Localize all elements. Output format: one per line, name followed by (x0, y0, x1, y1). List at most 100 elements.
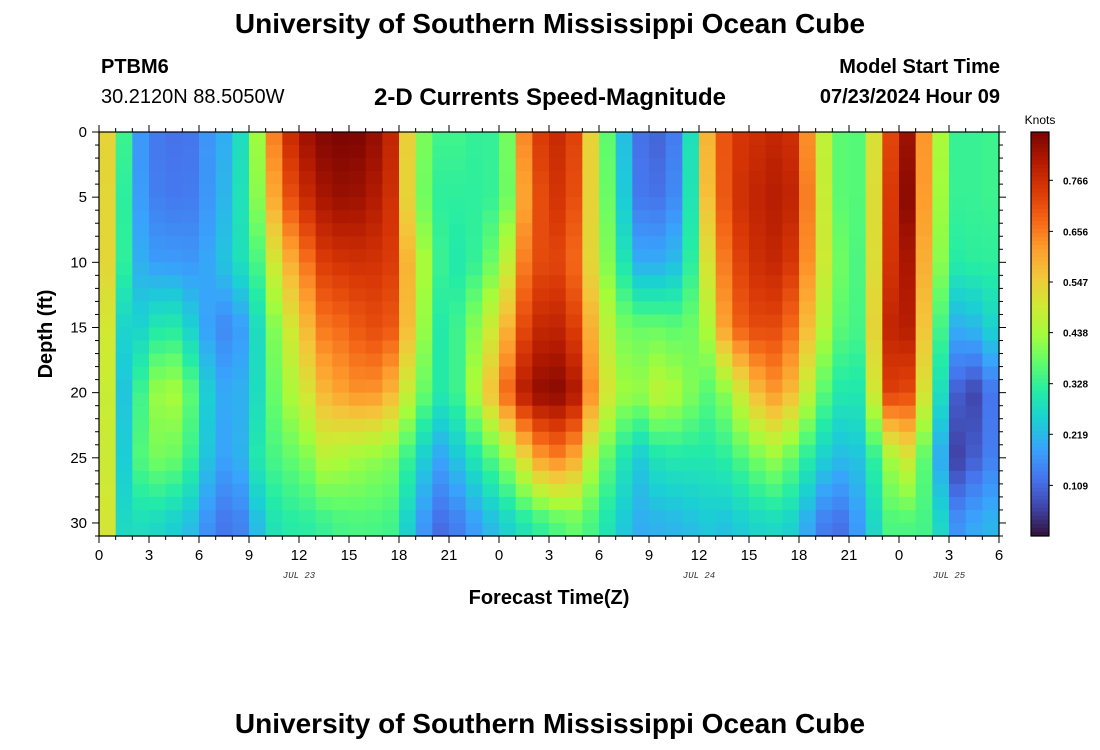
heatmap-cell (799, 327, 817, 342)
station-name: PTBM6 (101, 56, 169, 78)
heatmap-cell (915, 496, 933, 511)
heatmap-cell (365, 249, 383, 263)
heatmap-cell (349, 509, 367, 524)
colorbar-segment (1031, 402, 1049, 408)
heatmap-cell (632, 145, 650, 159)
heatmap-cell (632, 236, 650, 250)
heatmap-cell (282, 301, 300, 316)
colorbar-segment (1031, 439, 1049, 444)
heatmap-cell (982, 405, 1000, 420)
heatmap-cell (399, 431, 417, 446)
colorbar-segment (1031, 491, 1049, 497)
heatmap-cell (215, 223, 233, 237)
heatmap-cell (182, 210, 200, 224)
heatmap-cell (799, 223, 817, 237)
heatmap-cell (682, 197, 700, 211)
heatmap-cell (715, 236, 733, 250)
heatmap-cell (115, 483, 133, 498)
heatmap-cell (132, 171, 150, 185)
colorbar-segment (1031, 321, 1049, 327)
heatmap-cell (665, 366, 683, 381)
heatmap-cell (849, 223, 867, 237)
heatmap-cell (449, 275, 467, 289)
heatmap-cell (865, 483, 883, 498)
heatmap-cell (315, 288, 333, 303)
heatmap-cell (932, 171, 950, 185)
heatmap-cell (749, 457, 767, 472)
colorbar-segment (1031, 418, 1049, 424)
heatmap-cell (382, 288, 400, 303)
heatmap-cell (549, 275, 567, 289)
heatmap-cell (215, 366, 233, 381)
colorbar-segment (1031, 309, 1049, 315)
heatmap-cell (432, 184, 450, 198)
heatmap-cell (432, 314, 450, 329)
heatmap-cell (982, 444, 1000, 459)
heatmap-cell (899, 444, 917, 459)
heatmap-cell (599, 418, 617, 433)
heatmap-cell (732, 262, 750, 276)
heatmap-cell (382, 301, 400, 316)
heatmap-cell (215, 379, 233, 394)
heatmap-cell (265, 288, 283, 303)
heatmap-cell (149, 262, 167, 276)
heatmap-cell (365, 444, 383, 459)
heatmap-cell (965, 184, 983, 198)
heatmap-cell (615, 379, 633, 394)
heatmap-cell (582, 184, 600, 198)
heatmap-cell (282, 262, 300, 276)
heatmap-cell (382, 249, 400, 263)
heatmap-cell (732, 483, 750, 498)
heatmap-cell (915, 184, 933, 198)
heatmap-cell (932, 509, 950, 524)
heatmap-cell (682, 158, 700, 172)
heatmap-cell (699, 171, 717, 185)
heatmap-cell (215, 132, 233, 146)
heatmap-cell (232, 288, 250, 303)
heatmap-cell (899, 457, 917, 472)
heatmap-cell (249, 509, 267, 524)
heatmap-cell (649, 379, 667, 394)
heatmap-cell (399, 275, 417, 289)
heatmap-cell (849, 483, 867, 498)
x-tick-label: 6 (195, 547, 203, 564)
heatmap-cell (732, 275, 750, 289)
heatmap-cell (949, 288, 967, 303)
heatmap-cell (265, 223, 283, 237)
heatmap-cell (332, 171, 350, 185)
heatmap-cell (832, 171, 850, 185)
heatmap-cell (832, 379, 850, 394)
heatmap-cell (415, 249, 433, 263)
heatmap-cell (882, 444, 900, 459)
heatmap-cell (465, 223, 483, 237)
heatmap-cell (699, 379, 717, 394)
heatmap-cell (99, 158, 117, 172)
heatmap-cell (415, 288, 433, 303)
heatmap-cell (432, 223, 450, 237)
heatmap-cell (515, 262, 533, 276)
heatmap-cell (915, 470, 933, 485)
heatmap-cell (149, 444, 167, 459)
heatmap-cell (265, 145, 283, 159)
heatmap-cell (949, 392, 967, 407)
heatmap-cell (515, 457, 533, 472)
heatmap-cell (965, 158, 983, 172)
heatmap-cell (515, 223, 533, 237)
heatmap-cell (149, 366, 167, 381)
colorbar-segment (1031, 265, 1049, 270)
heatmap-cell (315, 249, 333, 263)
heatmap-cell (765, 171, 783, 185)
heatmap-cell (465, 405, 483, 420)
heatmap-cell (832, 340, 850, 355)
colorbar-tick-label: 0.109 (1063, 481, 1088, 492)
heatmap-cell (882, 301, 900, 316)
heatmap-cell (365, 327, 383, 342)
colorbar-segment (1031, 342, 1049, 347)
heatmap-cell (349, 262, 367, 276)
heatmap-cell (465, 132, 483, 146)
heatmap-cell (499, 158, 517, 172)
heatmap-cell (532, 197, 550, 211)
model-start-label: Model Start Time (839, 56, 1000, 78)
heatmap-cell (332, 509, 350, 524)
heatmap-cell (682, 184, 700, 198)
